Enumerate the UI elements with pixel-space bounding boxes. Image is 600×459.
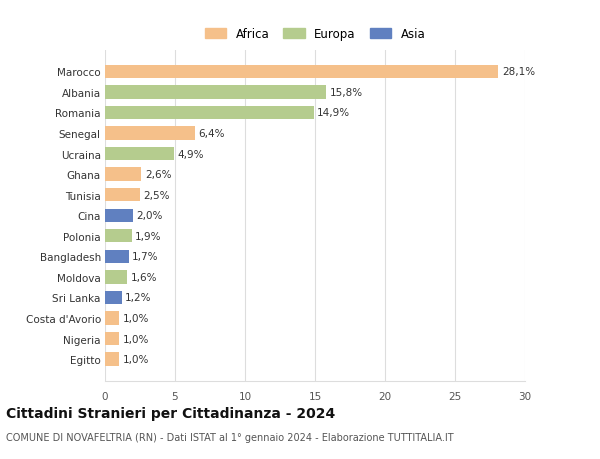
- Text: 2,0%: 2,0%: [137, 211, 163, 221]
- Bar: [105, 353, 119, 366]
- Text: 15,8%: 15,8%: [330, 88, 363, 98]
- Bar: [105, 147, 173, 161]
- Text: 4,9%: 4,9%: [177, 149, 203, 159]
- Bar: [105, 86, 326, 99]
- Bar: [105, 189, 140, 202]
- Text: 2,5%: 2,5%: [143, 190, 170, 200]
- Text: 1,7%: 1,7%: [133, 252, 159, 262]
- Bar: [105, 312, 119, 325]
- Legend: Africa, Europa, Asia: Africa, Europa, Asia: [200, 23, 430, 46]
- Bar: [105, 127, 194, 140]
- Bar: [105, 106, 314, 120]
- Bar: [105, 168, 142, 181]
- Bar: [105, 230, 131, 243]
- Text: 1,2%: 1,2%: [125, 293, 152, 303]
- Text: Cittadini Stranieri per Cittadinanza - 2024: Cittadini Stranieri per Cittadinanza - 2…: [6, 406, 335, 420]
- Text: 1,0%: 1,0%: [122, 313, 149, 323]
- Bar: [105, 291, 122, 304]
- Text: 6,4%: 6,4%: [198, 129, 224, 139]
- Text: 1,0%: 1,0%: [122, 334, 149, 344]
- Bar: [105, 250, 129, 263]
- Text: 1,0%: 1,0%: [122, 354, 149, 364]
- Bar: [105, 332, 119, 346]
- Text: 28,1%: 28,1%: [502, 67, 535, 77]
- Bar: [105, 209, 133, 223]
- Bar: [105, 271, 127, 284]
- Text: 14,9%: 14,9%: [317, 108, 350, 118]
- Text: COMUNE DI NOVAFELTRIA (RN) - Dati ISTAT al 1° gennaio 2024 - Elaborazione TUTTIT: COMUNE DI NOVAFELTRIA (RN) - Dati ISTAT …: [6, 432, 454, 442]
- Text: 2,6%: 2,6%: [145, 170, 172, 180]
- Bar: [105, 66, 499, 79]
- Text: 1,9%: 1,9%: [135, 231, 161, 241]
- Text: 1,6%: 1,6%: [131, 272, 157, 282]
